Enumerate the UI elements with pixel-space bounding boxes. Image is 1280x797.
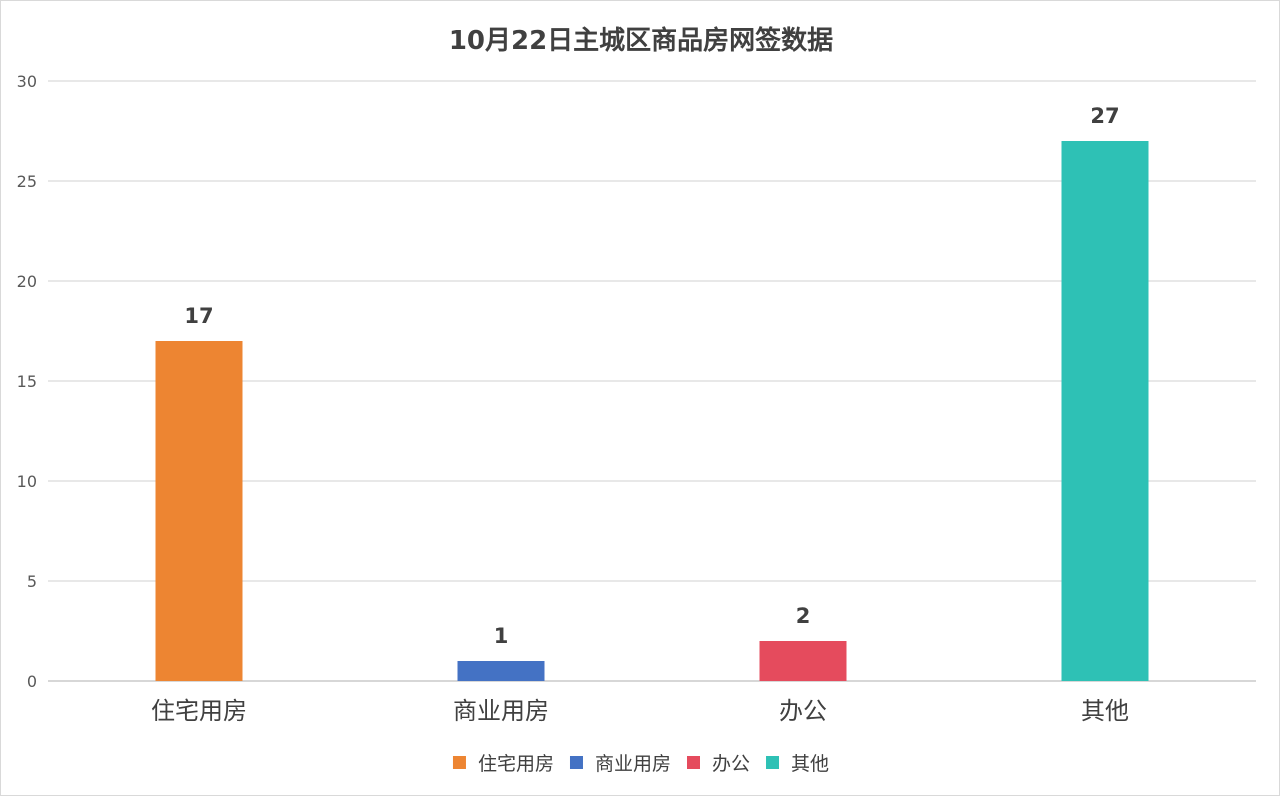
x-axis-ticks: 住宅用房 商业用房 办公 其他 [151, 697, 1129, 725]
data-label: 27 [1090, 104, 1119, 128]
legend-label: 住宅用房 [478, 753, 554, 775]
bars [155, 141, 1149, 681]
bar[interactable] [155, 341, 243, 681]
x-tick-label: 商业用房 [453, 697, 549, 725]
legend-swatch [687, 756, 700, 769]
legend-item[interactable]: 住宅用房 [452, 753, 554, 775]
bar[interactable] [1061, 141, 1149, 681]
legend-item[interactable]: 商业用房 [569, 753, 671, 775]
y-tick-label: 25 [17, 172, 37, 191]
bar[interactable] [759, 641, 847, 681]
data-labels: 17 1 2 27 [184, 104, 1119, 648]
y-tick-label: 20 [17, 272, 37, 291]
y-axis-ticks: 0 5 10 15 20 25 30 [17, 72, 37, 691]
data-label: 2 [796, 604, 811, 628]
y-tick-label: 15 [17, 372, 37, 391]
x-tick-label: 其他 [1081, 697, 1129, 725]
legend-swatch [452, 756, 466, 769]
legend-item[interactable]: 其他 [766, 753, 829, 775]
chart-title: 10月22日主城区商品房网签数据 [449, 25, 833, 56]
data-label: 17 [184, 304, 213, 328]
x-tick-label: 办公 [779, 697, 827, 725]
y-tick-label: 5 [27, 572, 37, 591]
data-label: 1 [494, 624, 509, 648]
legend-swatch [766, 756, 780, 769]
y-tick-label: 10 [17, 472, 37, 491]
legend[interactable]: 住宅用房 商业用房 办公 其他 [452, 753, 829, 775]
y-tick-label: 0 [27, 672, 37, 691]
legend-swatch [569, 756, 583, 769]
legend-label: 办公 [712, 753, 750, 775]
bar[interactable] [457, 661, 545, 681]
legend-item[interactable]: 办公 [687, 753, 750, 775]
legend-label: 商业用房 [595, 753, 671, 775]
gridlines [48, 80, 1256, 682]
legend-label: 其他 [791, 753, 829, 775]
y-tick-label: 30 [17, 72, 37, 91]
x-tick-label: 住宅用房 [151, 697, 247, 725]
